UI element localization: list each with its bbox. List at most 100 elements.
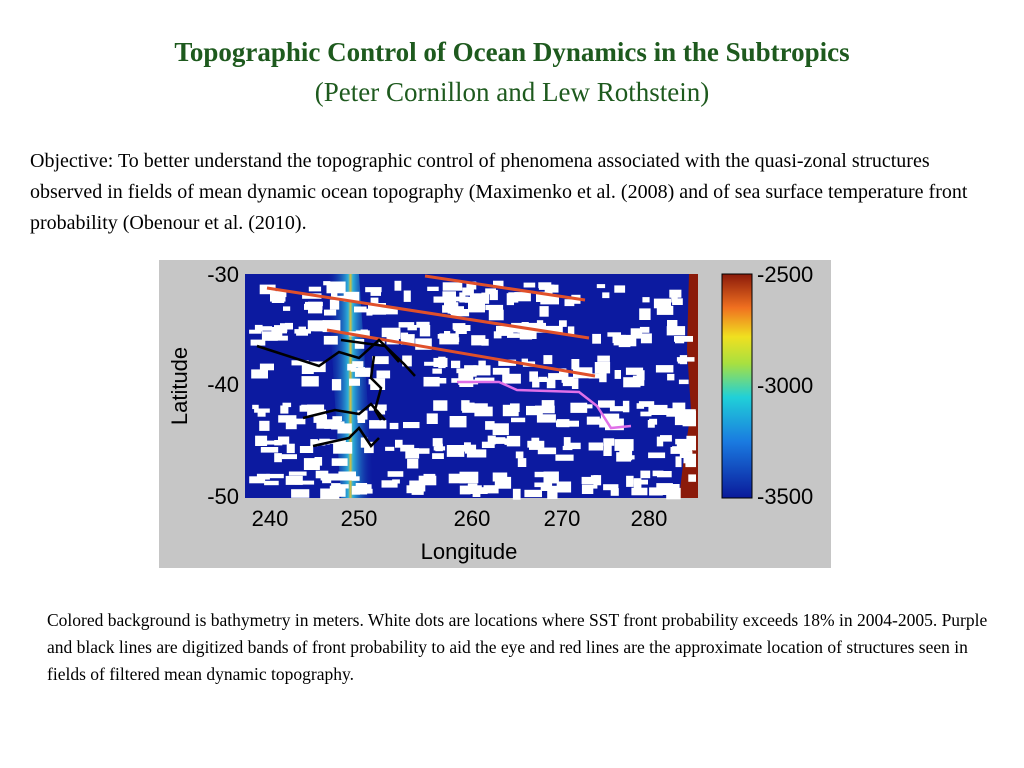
y-tick-label: -50 (207, 484, 239, 509)
front-dot (602, 292, 610, 299)
front-dot (465, 444, 477, 454)
front-dot (648, 404, 668, 415)
front-dot (407, 458, 419, 469)
red-line (266, 286, 590, 340)
front-dot (527, 440, 545, 448)
front-dot (489, 289, 498, 301)
front-dot (506, 435, 521, 447)
front-dot (500, 481, 508, 489)
front-dot (442, 282, 463, 291)
front-dot (395, 439, 403, 448)
front-dot (257, 326, 273, 331)
front-dot (337, 295, 348, 300)
front-dot (512, 488, 521, 500)
front-dot (523, 282, 536, 288)
front-dot (320, 488, 340, 499)
authors: (Peter Cornillon and Lew Rothstein) (314, 77, 710, 107)
objective-paragraph: Objective: To better understand the topo… (30, 150, 968, 234)
front-dot (331, 458, 348, 466)
front-dot (680, 413, 692, 419)
front-dot (514, 292, 531, 302)
front-dot (656, 483, 673, 495)
front-dot (351, 476, 360, 481)
front-dot (485, 421, 495, 430)
front-probability-dots (249, 280, 696, 500)
front-dot (403, 422, 420, 429)
front-dot (603, 444, 612, 456)
front-dot (288, 471, 307, 476)
black-line (256, 338, 416, 377)
front-dot (485, 288, 496, 295)
front-dot (299, 446, 314, 453)
front-dot (312, 440, 326, 446)
front-dot (278, 415, 297, 423)
front-dot (285, 420, 297, 430)
front-dot (666, 326, 686, 336)
front-dot (640, 411, 652, 417)
front-dot (670, 447, 688, 454)
front-dot (686, 435, 696, 445)
front-dot (672, 298, 683, 305)
black-lines (256, 338, 416, 448)
front-dot (623, 377, 641, 388)
front-dot (576, 404, 593, 409)
front-dot (640, 470, 651, 479)
front-dot (400, 334, 415, 345)
front-dot (264, 480, 279, 486)
front-dot (545, 325, 563, 333)
front-dot (339, 484, 349, 489)
front-dot (636, 370, 645, 381)
front-dot (543, 355, 553, 365)
front-dot (638, 401, 655, 407)
front-dot (588, 442, 603, 451)
front-dot (536, 291, 553, 302)
front-dot (648, 452, 666, 459)
front-dot (546, 378, 556, 389)
front-dot (249, 476, 266, 484)
front-dot (538, 376, 548, 382)
front-dot (458, 371, 472, 377)
front-dot (260, 447, 279, 453)
black-line (340, 338, 400, 363)
front-dot (478, 360, 486, 372)
front-dot (598, 400, 615, 408)
front-dot (411, 484, 424, 495)
front-dot (653, 298, 671, 309)
front-dot (294, 329, 311, 334)
y-tick-label: -30 (207, 262, 239, 287)
front-dot (337, 423, 352, 434)
front-dot (427, 286, 439, 291)
x-tick-label: 280 (631, 506, 668, 531)
front-dot (252, 404, 259, 410)
front-dot (535, 405, 555, 414)
front-dot (488, 309, 504, 321)
front-dot (350, 367, 371, 372)
front-dot (614, 439, 634, 451)
front-dot (271, 291, 285, 303)
front-dot (556, 420, 564, 427)
front-dot (677, 359, 686, 364)
front-dot (571, 359, 580, 370)
front-dot (498, 359, 517, 366)
front-dot (405, 448, 420, 459)
front-dot (588, 373, 605, 379)
front-dot (266, 473, 284, 479)
front-dot (332, 416, 342, 422)
x-tick-label: 260 (454, 506, 491, 531)
front-dot (449, 416, 467, 428)
front-dot (640, 333, 652, 344)
front-dot (547, 488, 558, 499)
front-dot (331, 483, 341, 491)
front-dot (310, 362, 326, 373)
front-dot (610, 488, 619, 496)
front-dot (257, 408, 266, 417)
front-dot (364, 484, 372, 490)
front-dot (597, 355, 610, 362)
front-dot (455, 328, 467, 334)
front-dot (370, 290, 381, 296)
front-dot (626, 475, 634, 487)
black-line (302, 402, 386, 421)
front-dot (286, 443, 295, 454)
figure-caption: Colored background is bathymetry in mete… (47, 610, 988, 684)
front-dot (534, 471, 547, 478)
